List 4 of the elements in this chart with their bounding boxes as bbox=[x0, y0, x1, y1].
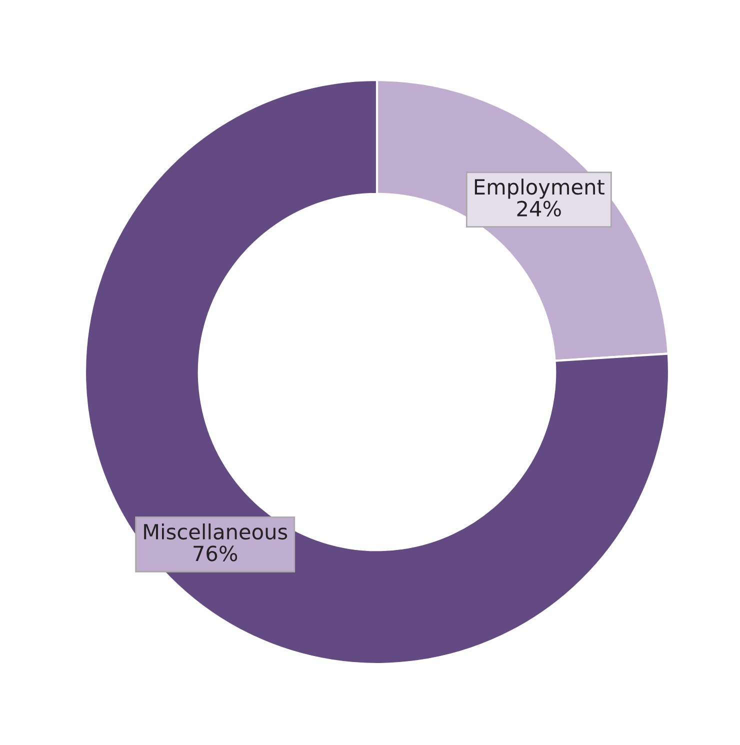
data-label: 76% bbox=[194, 546, 238, 562]
slice-label: Miscellaneous bbox=[144, 523, 288, 540]
data-label: 24% bbox=[517, 200, 561, 216]
slice-label: Employment bbox=[474, 178, 604, 199]
